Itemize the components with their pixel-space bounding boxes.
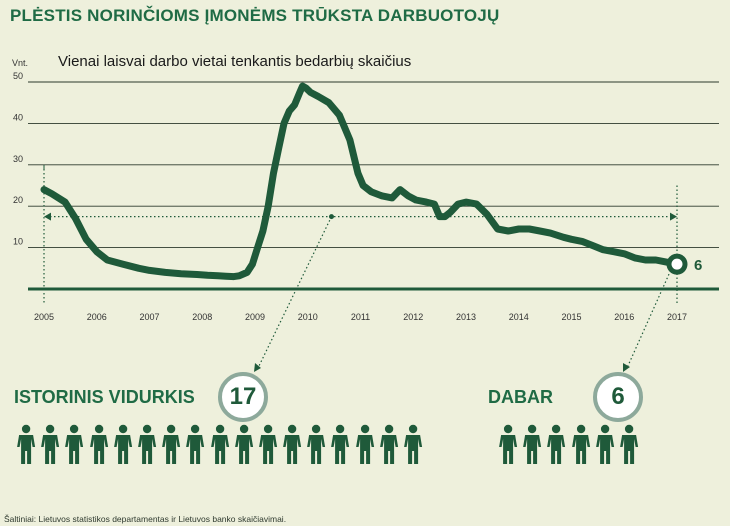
person-icon	[283, 424, 302, 464]
y-tick-label: 10	[13, 237, 23, 247]
source-note: Šaltiniai: Lietuvos statistikos departam…	[4, 514, 287, 524]
person-icon	[65, 424, 84, 464]
series-line	[40, 82, 681, 281]
end-point-marker	[666, 253, 688, 275]
right-arrowhead	[670, 212, 677, 221]
average-pointer-line	[257, 216, 333, 369]
y-tick-label: 40	[13, 112, 23, 122]
x-tick-label: 2008	[192, 312, 212, 322]
person-icon	[210, 424, 229, 464]
person-icon	[41, 424, 60, 464]
x-tick-label: 2009	[245, 312, 265, 322]
historical-people-icons	[14, 424, 425, 466]
x-tick-label: 2007	[139, 312, 159, 322]
x-tick-label: 2012	[403, 312, 423, 322]
end-point-label: 6	[694, 257, 702, 274]
person-icon	[258, 424, 277, 464]
current-pointer-arrowhead	[623, 363, 630, 372]
x-tick-label: 2017	[667, 312, 687, 322]
x-tick-label: 2010	[298, 312, 318, 322]
current-people-icons	[496, 424, 641, 466]
person-icon	[234, 424, 253, 464]
historical-average-label: ISTORINIS VIDURKIS	[14, 387, 195, 407]
person-icon	[162, 424, 181, 464]
average-pointer-arrowhead	[254, 363, 261, 372]
person-icon	[620, 424, 639, 464]
current-pointer-line	[626, 273, 670, 369]
y-axis-label: Vnt.	[12, 58, 28, 68]
person-icon	[138, 424, 157, 464]
x-tick-label: 2016	[614, 312, 634, 322]
average-guides	[43, 164, 678, 372]
y-tick-label: 30	[13, 154, 23, 164]
person-icon	[547, 424, 566, 464]
chart-grid	[28, 81, 719, 291]
left-arrowhead	[44, 212, 51, 221]
page-title: PLĖSTIS NORINČIOMS ĮMONĖMS TRŪKSTA DARBU…	[10, 6, 500, 25]
x-tick-label: 2006	[87, 312, 107, 322]
person-icon	[404, 424, 423, 464]
person-icon	[523, 424, 542, 464]
person-icon	[89, 424, 108, 464]
x-tick-label: 2014	[509, 312, 529, 322]
person-icon	[113, 424, 132, 464]
person-icon	[186, 424, 205, 464]
person-icon	[571, 424, 590, 464]
person-icon	[595, 424, 614, 464]
x-tick-label: 2013	[456, 312, 476, 322]
y-tick-labels: 10 20 30 40 50	[13, 71, 23, 247]
person-icon	[17, 424, 36, 464]
person-icon	[331, 424, 350, 464]
x-tick-labels: 2005 2006 2007 2008 2009 2010 2011 2012 2013 2014…	[34, 312, 687, 322]
historical-average-badge: 17	[218, 372, 268, 422]
x-tick-label: 2015	[561, 312, 581, 322]
y-tick-label: 20	[13, 195, 23, 205]
x-tick-label: 2011	[351, 312, 370, 322]
person-icon	[307, 424, 326, 464]
chart-title: Vienai laisvai darbo vietai tenkantis be…	[58, 53, 411, 70]
person-icon	[499, 424, 518, 464]
current-badge: 6	[593, 372, 643, 422]
y-tick-label: 50	[13, 71, 23, 81]
person-icon	[379, 424, 398, 464]
current-label: DABAR	[488, 387, 553, 407]
person-icon	[355, 424, 374, 464]
x-tick-label: 2005	[34, 312, 54, 322]
